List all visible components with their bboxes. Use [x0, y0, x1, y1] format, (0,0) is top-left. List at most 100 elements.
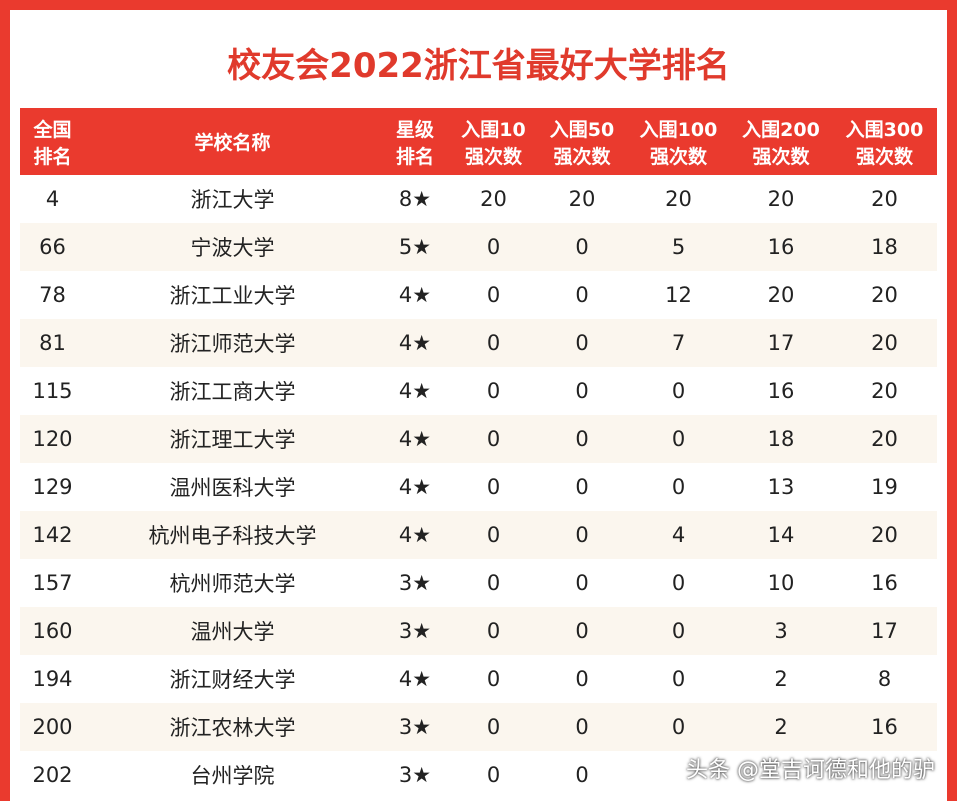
table-cell: 5★ [398, 235, 432, 259]
header-text: 强次数 [752, 145, 810, 168]
table-cell: 浙江大学 [190, 188, 275, 212]
table-row: 160 温州大学 3★ 0 0 0 3 17 [20, 607, 937, 655]
header-cell: 星级 排名 [380, 108, 450, 175]
header-cell: 学校名称 [85, 108, 380, 175]
header-text: 强次数 [553, 145, 611, 168]
table-cell: 0 [671, 571, 686, 595]
table-cell: 18 [871, 235, 898, 259]
table-row: 157 杭州师范大学 3★ 0 0 0 10 16 [20, 559, 937, 607]
header-text: 排名 [33, 145, 72, 168]
table-cell: 0 [671, 379, 686, 403]
table-cell: 0 [486, 667, 501, 691]
table-row: 66 宁波大学 5★ 0 0 5 16 18 [20, 223, 937, 271]
table-cell: 0 [486, 379, 501, 403]
table-row: 115 浙江工商大学 4★ 0 0 0 16 20 [20, 367, 937, 415]
table-cell: 温州医科大学 [169, 476, 296, 500]
table-row: 202 台州学院 3★ 0 0 [20, 751, 937, 799]
header-row: 全国 排名 学校名称 星级 排名 入围10 强次数 入围50 强次数 入围100 强次数 入围200 强… [20, 108, 937, 175]
table-cell: 16 [871, 571, 898, 595]
table-cell: 129 [32, 475, 73, 499]
table-cell: 2 [774, 667, 788, 691]
table-cell: 16 [767, 379, 795, 403]
table-cell: 20 [871, 379, 898, 403]
table-cell: 4★ [398, 283, 432, 307]
table-cell: 0 [486, 763, 501, 787]
table-row: 129 温州医科大学 4★ 0 0 0 13 19 [20, 463, 937, 511]
table-cell: 20 [767, 283, 795, 307]
table-cell: 4★ [398, 379, 432, 403]
table-row: 142 杭州电子科技大学 4★ 0 0 4 14 20 [20, 511, 937, 559]
table-cell: 浙江农林大学 [169, 716, 296, 740]
table-cell: 台州学院 [190, 764, 275, 788]
table-cell: 浙江师范大学 [169, 332, 296, 356]
table-cell: 13 [767, 475, 795, 499]
header-text: 强次数 [464, 145, 522, 168]
table-cell: 4★ [398, 667, 432, 691]
table-cell: 0 [486, 571, 501, 595]
table-cell: 0 [575, 379, 589, 403]
table-cell: 3★ [398, 619, 432, 643]
header-cell: 入围50 强次数 [537, 108, 627, 175]
table-cell: 2 [774, 715, 788, 739]
table-cell: 157 [32, 571, 73, 595]
title: 校友会2022浙江省最好大学排名 [227, 46, 730, 86]
table-cell: 4★ [398, 523, 432, 547]
table-cell: 115 [32, 379, 73, 403]
table-cell: 0 [575, 427, 589, 451]
table-row: 81 浙江师范大学 4★ 0 0 7 17 20 [20, 319, 937, 367]
table-cell: 7 [671, 331, 686, 355]
table-cell: 81 [39, 331, 66, 355]
table-cell: 18 [767, 427, 795, 451]
table-cell: 0 [575, 715, 589, 739]
table-cell: 0 [575, 667, 589, 691]
table-cell: 浙江财经大学 [169, 668, 296, 692]
table-cell: 3 [774, 619, 788, 643]
table-row: 120 浙江理工大学 4★ 0 0 0 18 20 [20, 415, 937, 463]
header-text: 排名 [395, 145, 434, 168]
table-cell: 3★ [398, 763, 432, 787]
table-cell: 宁波大学 [190, 236, 275, 260]
table-cell: 3★ [398, 715, 432, 739]
table-cell: 0 [671, 427, 686, 451]
header-text: 强次数 [855, 145, 913, 168]
table-row: 194 浙江财经大学 4★ 0 0 0 2 8 [20, 655, 937, 703]
table-cell: 20 [871, 187, 898, 211]
header-cell: 入围10 强次数 [450, 108, 537, 175]
table-cell: 8 [877, 667, 892, 691]
table-cell: 20 [480, 187, 507, 211]
table-cell: 66 [39, 235, 66, 259]
table-cell: 142 [32, 523, 73, 547]
table-cell: 0 [486, 235, 501, 259]
table-cell: 0 [486, 523, 501, 547]
table-cell: 160 [32, 619, 73, 643]
table-cell: 16 [767, 235, 795, 259]
table-cell: 20 [871, 283, 898, 307]
table-cell: 10 [767, 571, 795, 595]
table-cell: 0 [486, 475, 501, 499]
header-text: 入围50 [549, 118, 615, 141]
table-cell: 17 [767, 331, 795, 355]
table-cell: 0 [575, 523, 589, 547]
header-text: 星级 [395, 118, 434, 141]
table-cell: 浙江工商大学 [169, 380, 296, 404]
header-text: 入围300 [845, 118, 924, 141]
table-cell: 0 [671, 667, 686, 691]
table-cell: 杭州电子科技大学 [148, 524, 317, 548]
table-cell: 202 [32, 763, 73, 787]
table-cell: 0 [575, 763, 589, 787]
table-cell: 14 [767, 523, 795, 547]
table-cell: 4★ [398, 427, 432, 451]
table-cell: 78 [39, 283, 66, 307]
table-cell: 19 [871, 475, 898, 499]
table-cell: 3★ [398, 571, 432, 595]
table-cell: 0 [575, 571, 589, 595]
table-cell: 20 [871, 331, 898, 355]
table-cell: 20 [665, 187, 692, 211]
table-cell: 0 [671, 475, 686, 499]
header-text: 入围200 [742, 118, 820, 141]
header-text: 强次数 [649, 145, 707, 168]
table-cell: 温州大学 [190, 620, 275, 644]
table-cell: 0 [671, 715, 686, 739]
table-cell: 浙江工业大学 [169, 284, 296, 308]
table-cell: 20 [767, 187, 795, 211]
